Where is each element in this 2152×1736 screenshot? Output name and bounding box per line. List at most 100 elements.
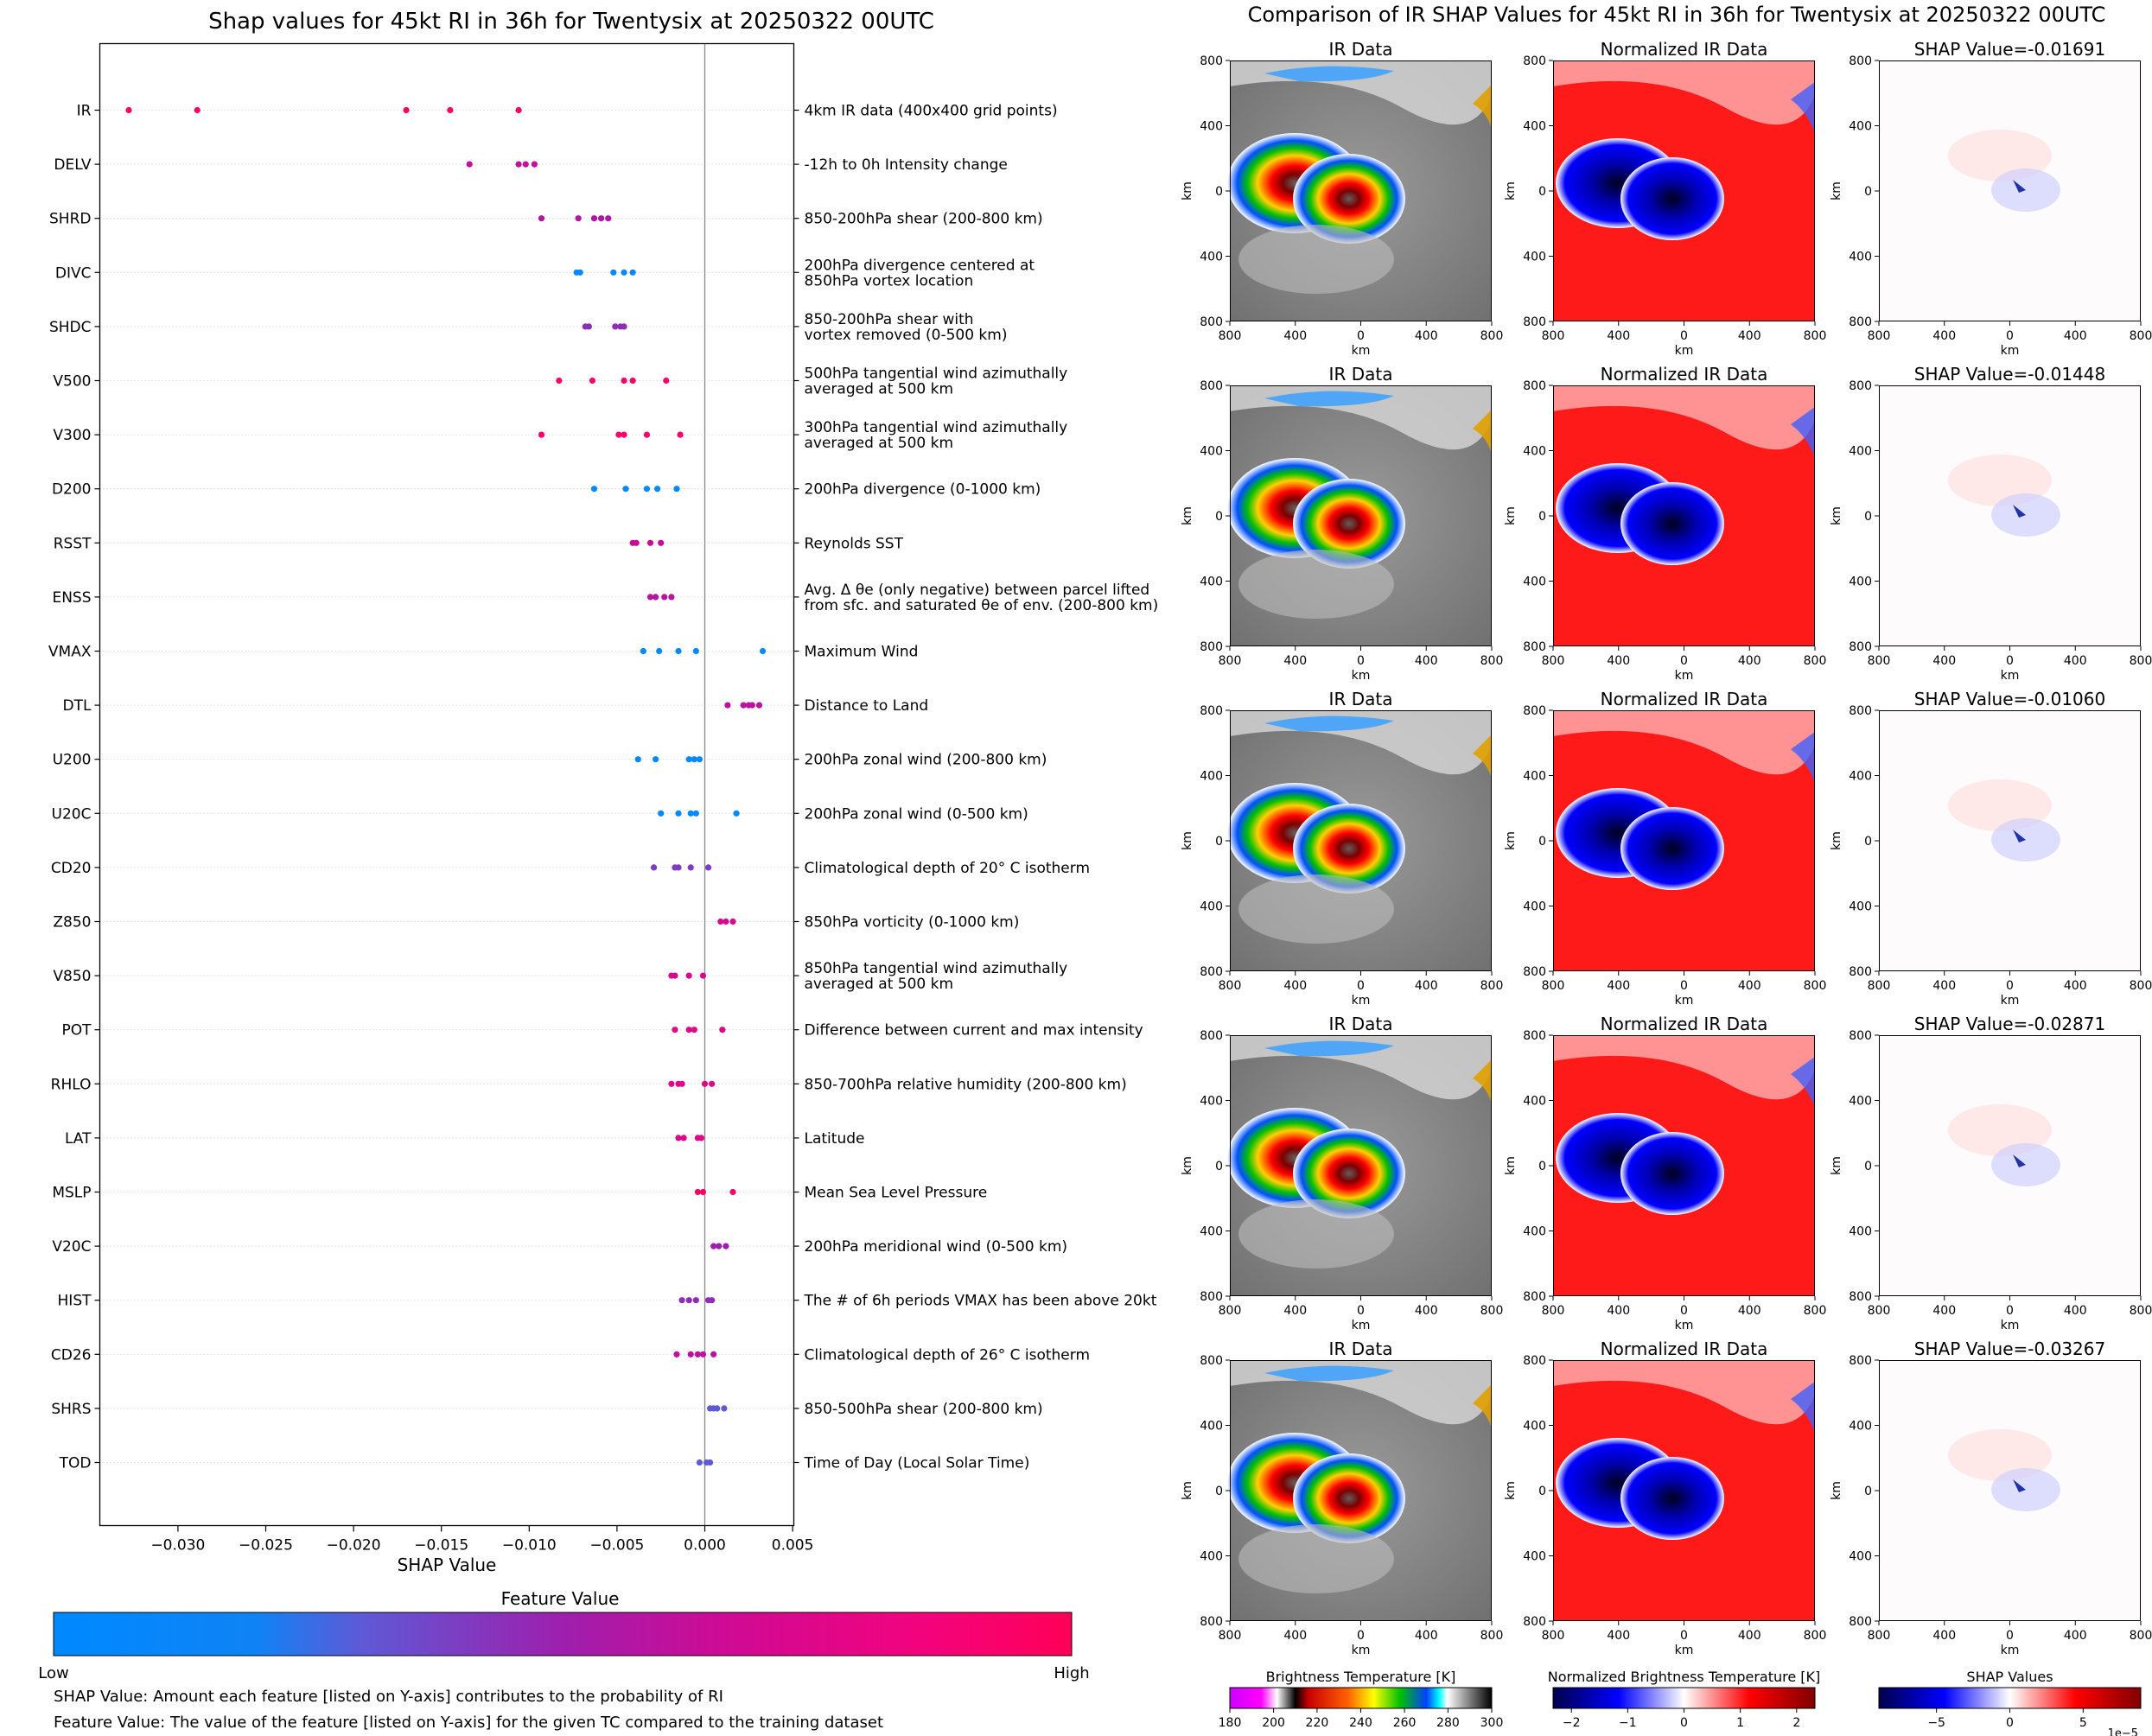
colorbar bbox=[1878, 1687, 2142, 1709]
panel-y-tick-label: 0 bbox=[1538, 185, 1546, 199]
panel-x-axis-label: km bbox=[1352, 669, 1371, 683]
shap-point bbox=[673, 486, 680, 493]
panel-y-tick-label: 400 bbox=[1200, 1420, 1223, 1434]
feature-description: Difference between current and max inten… bbox=[805, 1022, 1143, 1040]
shap-point bbox=[610, 269, 617, 276]
shap-point bbox=[515, 161, 522, 168]
shap-point bbox=[598, 215, 605, 222]
norm-core-east bbox=[1620, 1457, 1724, 1540]
shap-point bbox=[621, 377, 627, 385]
panel-x-tick-label: 800 bbox=[1219, 329, 1242, 343]
panel-y-tick-label: 800 bbox=[1200, 1354, 1223, 1368]
feature-description: 200hPa zonal wind (200-800 km) bbox=[805, 752, 1047, 769]
panel-x-tick-label: 800 bbox=[1480, 1304, 1504, 1318]
panel-frame bbox=[1553, 60, 1815, 321]
panel-x-tick-label: 0 bbox=[1357, 329, 1365, 343]
panel-y-tick-label: 400 bbox=[1849, 445, 1872, 459]
panel-title: IR Data bbox=[1329, 1014, 1393, 1034]
norm-core-east bbox=[1620, 157, 1724, 240]
shap-point bbox=[710, 1243, 717, 1250]
colorbar-tick-label: 2 bbox=[1792, 1716, 1800, 1730]
panel-y-axis-label: km bbox=[1504, 1481, 1518, 1500]
shap-point bbox=[675, 647, 682, 655]
norm-cloud-band bbox=[1553, 385, 1815, 450]
feature-label: V500 bbox=[53, 373, 91, 391]
feature-description: Time of Day (Local Solar Time) bbox=[804, 1455, 1030, 1472]
panel-x-axis-label: km bbox=[2001, 1644, 2020, 1657]
panel-y-tick-label: 0 bbox=[1864, 1485, 1872, 1498]
cold-band bbox=[1264, 715, 1394, 732]
panel-y-tick-label: 0 bbox=[1215, 1160, 1223, 1173]
shap-point bbox=[675, 864, 682, 871]
feature-label: RHLO bbox=[51, 1076, 92, 1093]
shap-point bbox=[447, 106, 454, 114]
cloud-core-east bbox=[1293, 1129, 1405, 1218]
norm-edge-cloud bbox=[1791, 732, 1815, 784]
panel-y-axis-label: km bbox=[1830, 181, 1843, 200]
norm-cloud-band bbox=[1553, 60, 1815, 125]
panel-x-tick-label: 400 bbox=[2064, 1304, 2087, 1318]
feature-label: DIVC bbox=[55, 264, 92, 282]
feature-label: V20C bbox=[52, 1238, 91, 1256]
edge-cloud bbox=[1473, 734, 1492, 779]
panel-y-tick-label: 800 bbox=[1849, 1354, 1872, 1368]
panel-x-tick-label: 400 bbox=[1932, 1629, 1956, 1643]
panel-y-tick-label: 400 bbox=[1523, 770, 1546, 784]
panel-x-axis-label: km bbox=[1675, 1319, 1694, 1332]
shap-neg-core bbox=[2013, 505, 2026, 518]
panel-y-tick-label: 800 bbox=[1849, 640, 1872, 654]
panel-y-axis-label: km bbox=[1830, 1156, 1843, 1175]
panel-title: SHAP Value=-0.01060 bbox=[1914, 689, 2105, 709]
panel-y-tick-label: 800 bbox=[1200, 315, 1223, 329]
panel-y-tick-label: 0 bbox=[1538, 1485, 1546, 1498]
cloud-streak bbox=[1238, 550, 1394, 619]
shap-neg-core bbox=[2013, 1479, 2026, 1492]
feature-value-colorbar bbox=[53, 1612, 1073, 1657]
norm-core-east bbox=[1620, 482, 1724, 565]
panel-y-axis-label: km bbox=[1504, 1156, 1518, 1175]
shap-value-note: SHAP Value: Amount each feature [listed … bbox=[54, 1688, 723, 1706]
panel-x-tick-label: 0 bbox=[1357, 979, 1365, 993]
feature-description: 200hPa meridional wind (0-500 km) bbox=[805, 1238, 1068, 1256]
feature-label: U20C bbox=[52, 805, 92, 823]
panel-x-tick-label: 400 bbox=[1932, 979, 1956, 993]
panel-y-tick-label: 400 bbox=[1523, 1095, 1546, 1109]
colorbar-low-label: Low bbox=[38, 1664, 68, 1682]
panel-y-tick-label: 400 bbox=[1200, 900, 1223, 914]
panel-y-tick-label: 800 bbox=[1849, 1615, 1872, 1629]
shap-point bbox=[723, 1243, 729, 1250]
panel-grid: IR Data80080040040000400400800800kmkmNor… bbox=[1181, 39, 2152, 1657]
shap-point bbox=[721, 1405, 728, 1412]
shap-point bbox=[704, 864, 712, 871]
panel-x-axis-label: km bbox=[1675, 1644, 1694, 1657]
panel-x-tick-label: 800 bbox=[2130, 979, 2152, 993]
feature-description: 500hPa tangential wind azimuthally bbox=[805, 366, 1068, 383]
panel-x-tick-label: 400 bbox=[1607, 979, 1630, 993]
panel-x-axis-label: km bbox=[1352, 344, 1371, 358]
panel-y-tick-label: 400 bbox=[1200, 445, 1223, 459]
feature-label: IR bbox=[77, 103, 92, 120]
norm-core-east bbox=[1620, 1132, 1724, 1215]
colorbar bbox=[1229, 1687, 1493, 1709]
panel-y-tick-label: 400 bbox=[1200, 1095, 1223, 1109]
shap-point bbox=[755, 702, 763, 709]
shap-point bbox=[717, 918, 724, 925]
panel-title: Normalized IR Data bbox=[1601, 1339, 1768, 1359]
panel-x-tick-label: 400 bbox=[1415, 1304, 1438, 1318]
colorbar-high-label: High bbox=[1054, 1664, 1089, 1682]
panel-y-tick-label: 800 bbox=[1200, 1615, 1223, 1629]
shap-point bbox=[696, 756, 704, 763]
panel-title: Normalized IR Data bbox=[1601, 364, 1768, 385]
panel-y-axis-label: km bbox=[1830, 831, 1843, 850]
feature-description: 850hPa tangential wind azimuthally bbox=[805, 960, 1068, 977]
panel-y-tick-label: 0 bbox=[1864, 1160, 1872, 1173]
shap-panel: SHAP Value=-0.03267800800400400004004008… bbox=[1830, 1339, 2152, 1657]
panel-frame bbox=[1553, 710, 1815, 971]
panel-y-tick-label: 0 bbox=[1215, 835, 1223, 849]
norm-panel: Normalized IR Data8008004004000040040080… bbox=[1504, 689, 1826, 1008]
panel-frame bbox=[1230, 385, 1492, 646]
shap-panel: SHAP Value=-0.01448800800400400004004008… bbox=[1830, 364, 2152, 683]
shap-point bbox=[656, 647, 663, 655]
x-tick-label: −0.015 bbox=[414, 1537, 468, 1555]
panel-x-tick-label: 0 bbox=[2006, 979, 2014, 993]
